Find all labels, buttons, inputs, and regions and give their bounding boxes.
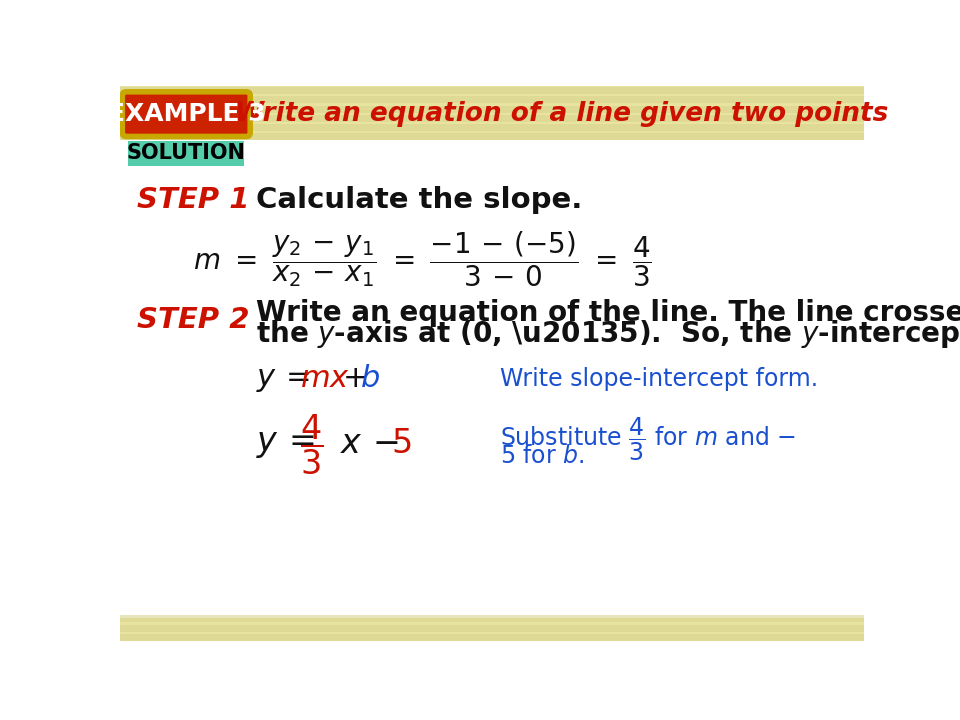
Bar (120, 124, 864, 131)
FancyBboxPatch shape (122, 91, 251, 137)
Text: Write an equation of the line. The line crosses: Write an equation of the line. The line … (255, 299, 960, 327)
Text: Calculate the slope.: Calculate the slope. (255, 186, 582, 215)
Text: $mx$: $mx$ (300, 364, 349, 395)
Text: SOLUTION: SOLUTION (127, 143, 246, 163)
Bar (120, 618, 864, 641)
Text: STEP 1: STEP 1 (137, 186, 250, 215)
Text: Write slope-intercept form.: Write slope-intercept form. (500, 367, 818, 391)
Bar (120, 625, 864, 631)
Bar (120, 616, 864, 622)
Text: Write an equation of a line given two points: Write an equation of a line given two po… (235, 101, 888, 127)
Bar (120, 106, 864, 112)
Text: $\dfrac{4}{3}$: $\dfrac{4}{3}$ (300, 413, 323, 477)
Text: the $y$-axis at (0, \u20135).  So, the $y$-intercept is \u20135.: the $y$-axis at (0, \u20135). So, the $y… (255, 318, 960, 351)
Text: Substitute $\dfrac{4}{3}$ for $m$ and $-$: Substitute $\dfrac{4}{3}$ for $m$ and $-… (500, 415, 796, 463)
Bar (120, 115, 864, 122)
Text: $\,+\,$: $\,+\,$ (332, 364, 368, 395)
Bar (120, 87, 864, 94)
Bar (120, 133, 864, 140)
Text: $y\,=\,$: $y\,=\,$ (255, 364, 310, 395)
Bar (120, 86, 864, 140)
Text: $\,x\,-\,$: $\,x\,-\,$ (335, 428, 399, 461)
Text: $y\,=\,$: $y\,=\,$ (255, 428, 315, 461)
Text: EXAMPLE 3: EXAMPLE 3 (108, 102, 266, 126)
Bar (128, 141, 244, 166)
Text: $m\ =\ \dfrac{y_2\,-\,y_1}{x_2\,-\,x_1}\ =\ \dfrac{-1\,-\,(-5)}{3\,-\,0}\ =\ \df: $m\ =\ \dfrac{y_2\,-\,y_1}{x_2\,-\,x_1}\… (193, 229, 652, 289)
Text: $b$: $b$ (360, 364, 380, 395)
Bar (120, 634, 864, 641)
Text: 5 for $b$.: 5 for $b$. (500, 444, 584, 468)
Text: $5$: $5$ (392, 428, 412, 461)
Bar (120, 96, 864, 104)
Text: STEP 2: STEP 2 (137, 307, 250, 335)
